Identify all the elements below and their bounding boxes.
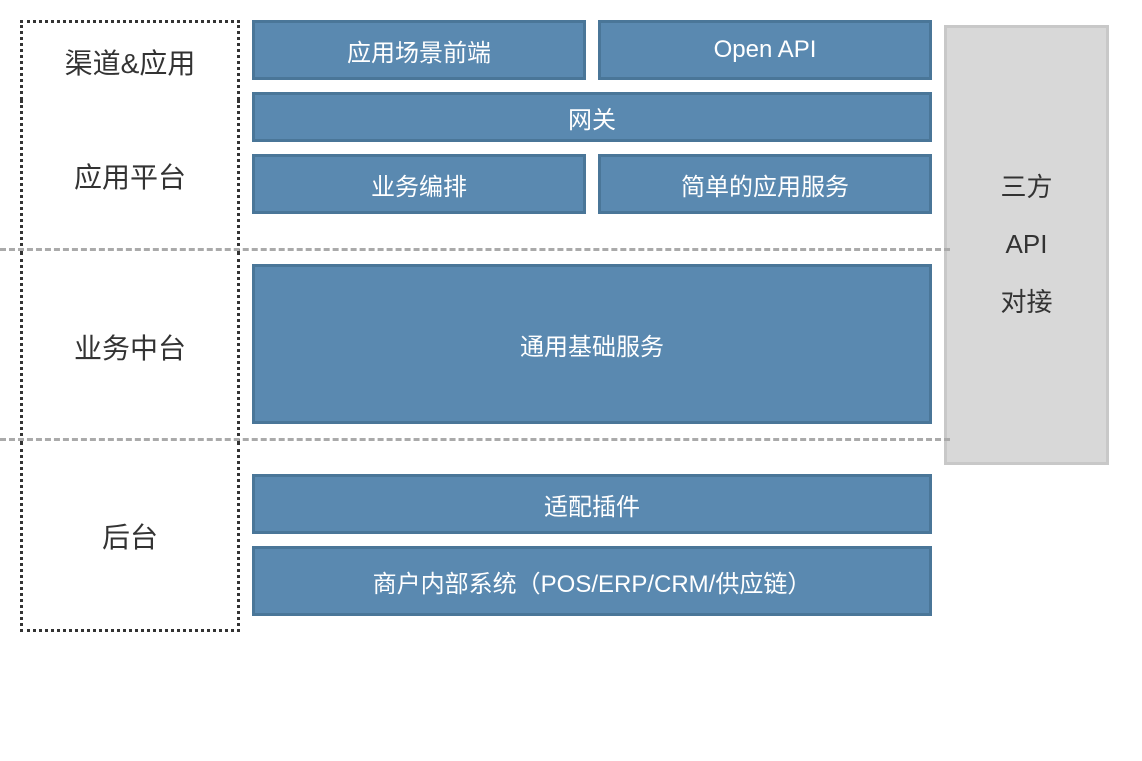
box-simple-service: 简单的应用服务 — [598, 154, 932, 214]
layer-label-text: 应用平台 — [74, 156, 186, 196]
layer-label-text: 渠道&应用 — [65, 42, 196, 82]
box-label: Open API — [714, 36, 817, 64]
box-orchestration: 业务编排 — [252, 154, 586, 214]
box-third-party-api: 三方 API 对接 — [944, 25, 1109, 465]
box-label: 网关 — [568, 100, 616, 135]
layer-label-channel-app: 渠道&应用 — [20, 20, 240, 100]
box-label: 通用基础服务 — [520, 327, 664, 362]
layer-label-app-platform: 应用平台 — [20, 100, 240, 252]
right-column: 三方 API 对接 — [944, 20, 1109, 720]
box-adapter-plugin: 适配插件 — [252, 474, 932, 534]
box-common-service: 通用基础服务 — [252, 264, 932, 424]
layer-labels-column: 渠道&应用 应用平台 业务中台 后台 — [20, 20, 240, 720]
divider-line — [0, 438, 950, 441]
box-merchant-system: 商户内部系统（POS/ERP/CRM/供应链） — [252, 546, 932, 616]
box-label: 商户内部系统（POS/ERP/CRM/供应链） — [373, 564, 812, 599]
architecture-diagram: 渠道&应用 应用平台 业务中台 后台 应用场景前端 Open API 网关 — [20, 20, 1122, 720]
box-open-api: Open API — [598, 20, 932, 80]
layer-label-text: 后台 — [102, 516, 158, 556]
grey-line: API — [1006, 216, 1048, 273]
grey-line: 三方 — [1000, 159, 1052, 216]
grey-line: 对接 — [1000, 274, 1052, 331]
box-label: 简单的应用服务 — [681, 167, 849, 202]
box-label: 适配插件 — [544, 487, 640, 522]
box-label: 应用场景前端 — [347, 33, 491, 68]
box-gateway: 网关 — [252, 92, 932, 142]
box-label: 业务编排 — [371, 167, 467, 202]
layer-label-text: 业务中台 — [74, 327, 186, 367]
layer-label-business-mid: 业务中台 — [20, 252, 240, 442]
row-app-platform: 业务编排 简单的应用服务 — [252, 154, 932, 214]
layer-label-backend: 后台 — [20, 442, 240, 632]
divider-line — [0, 248, 950, 251]
row-channel: 应用场景前端 Open API — [252, 20, 932, 80]
content-column: 应用场景前端 Open API 网关 业务编排 简单的应用服务 通用基础服务 — [252, 20, 932, 720]
box-frontend: 应用场景前端 — [252, 20, 586, 80]
